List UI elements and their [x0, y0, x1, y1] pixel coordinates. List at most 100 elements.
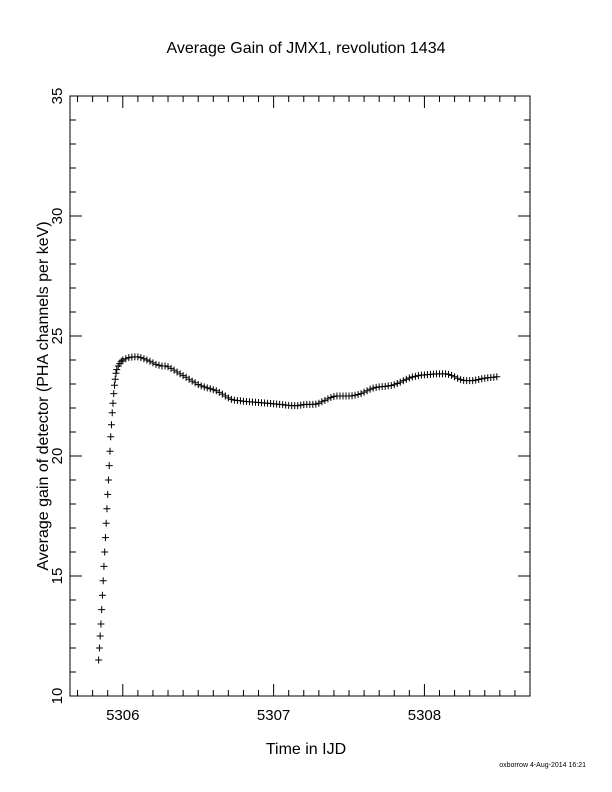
data-point — [98, 606, 106, 614]
data-point — [112, 369, 120, 377]
axis-tick-labels: 5306 5307 5308 10 15 20 25 30 35 — [49, 88, 441, 724]
x-tick-label: 5308 — [408, 707, 441, 724]
data-point — [457, 376, 465, 384]
data-point — [143, 356, 151, 364]
data-point — [170, 366, 178, 374]
data-point — [387, 381, 395, 389]
data-point — [104, 476, 112, 484]
data-point — [203, 384, 211, 392]
data-point — [454, 374, 462, 382]
data-point — [197, 382, 205, 390]
data-point — [107, 421, 115, 429]
data-point — [149, 359, 157, 367]
data-point — [312, 400, 320, 408]
data-point — [96, 632, 104, 640]
data-point — [110, 381, 118, 389]
data-point — [119, 356, 127, 364]
data-point — [321, 396, 329, 404]
data-point — [200, 383, 208, 391]
data-point — [188, 377, 196, 385]
data-point — [113, 366, 121, 374]
data-point — [357, 390, 365, 398]
data-point — [152, 360, 160, 368]
y-tick-label: 35 — [49, 88, 66, 105]
plot-area: 5306 5307 5308 10 15 20 25 30 35 — [49, 88, 531, 724]
data-point — [100, 562, 108, 570]
x-tick-label: 5307 — [257, 707, 290, 724]
plot-frame — [69, 95, 531, 697]
y-tick-label: 20 — [49, 448, 66, 465]
data-point — [393, 380, 401, 388]
data-point — [221, 392, 229, 400]
data-point — [445, 370, 453, 378]
data-point — [396, 378, 404, 386]
data-point — [206, 385, 214, 393]
data-point — [448, 371, 456, 379]
data-point — [327, 393, 335, 401]
data-point — [366, 385, 374, 393]
data-point — [106, 447, 114, 455]
y-tick-label: 30 — [49, 208, 66, 225]
data-point — [408, 373, 416, 381]
data-point — [164, 363, 172, 371]
data-point — [140, 355, 148, 363]
data-point — [173, 368, 181, 376]
data-point — [209, 386, 217, 394]
data-point — [155, 361, 163, 369]
data-point — [475, 375, 483, 383]
data-point — [105, 462, 113, 470]
data-point — [215, 388, 223, 396]
data-point — [399, 377, 407, 385]
data-point — [98, 591, 106, 599]
data-point — [315, 399, 323, 407]
data-point — [117, 357, 125, 365]
data-point — [390, 381, 398, 389]
data-point — [107, 433, 115, 441]
data-points — [95, 353, 501, 664]
data-point — [351, 391, 359, 399]
data-point — [218, 390, 226, 398]
data-point — [134, 353, 142, 361]
data-point — [224, 394, 232, 402]
data-point — [109, 399, 117, 407]
data-point — [104, 490, 112, 498]
data-point — [354, 391, 362, 399]
data-point — [95, 656, 103, 664]
data-point — [103, 505, 111, 513]
data-point — [360, 388, 368, 396]
x-axis-label: Time in IJD — [266, 741, 346, 758]
y-axis-label: Average gain of detector (PHA channels p… — [35, 221, 52, 570]
data-point — [111, 375, 119, 383]
y-tick-label: 10 — [49, 688, 66, 705]
data-point — [324, 395, 332, 403]
data-point — [146, 357, 154, 365]
data-point — [227, 395, 235, 403]
data-point — [97, 620, 105, 628]
data-point — [191, 379, 199, 387]
data-point — [122, 355, 130, 363]
data-point — [451, 373, 459, 381]
data-point — [212, 387, 220, 395]
y-tick-label: 15 — [49, 568, 66, 585]
y-tick-label: 25 — [49, 328, 66, 345]
data-point — [101, 548, 109, 556]
chart-title: Average Gain of JMX1, revolution 1434 — [167, 40, 446, 57]
data-point — [176, 370, 184, 378]
data-point — [402, 375, 410, 383]
data-point — [318, 398, 326, 406]
data-point — [110, 390, 118, 398]
data-point — [369, 384, 377, 392]
data-point — [185, 375, 193, 383]
data-point — [101, 534, 109, 542]
data-point — [182, 373, 190, 381]
footer-credit: oxborrow 4-Aug-2014 16:21 — [499, 762, 586, 769]
data-point — [493, 373, 501, 381]
data-point — [405, 374, 413, 382]
x-tick-label: 5306 — [106, 707, 139, 724]
data-point — [161, 362, 169, 370]
data-point — [411, 372, 419, 380]
data-point — [108, 409, 116, 417]
data-point — [194, 380, 202, 388]
data-point — [137, 354, 145, 362]
